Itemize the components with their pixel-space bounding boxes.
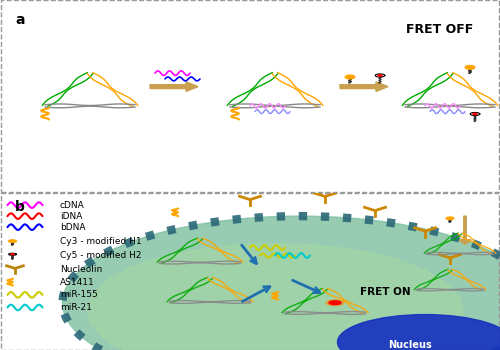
- Text: miR-21: miR-21: [60, 303, 92, 312]
- FancyBboxPatch shape: [0, 0, 500, 194]
- Text: miR-155: miR-155: [60, 290, 98, 299]
- Text: a: a: [15, 14, 24, 28]
- Text: Nucleolin: Nucleolin: [60, 265, 102, 274]
- Ellipse shape: [62, 216, 500, 350]
- Circle shape: [326, 300, 344, 306]
- Text: AS1411: AS1411: [60, 278, 95, 287]
- Circle shape: [378, 75, 382, 76]
- FancyArrow shape: [340, 82, 388, 91]
- Text: cDNA: cDNA: [60, 201, 85, 210]
- Circle shape: [329, 301, 341, 304]
- Circle shape: [446, 217, 454, 219]
- Circle shape: [8, 240, 16, 242]
- Circle shape: [465, 65, 475, 69]
- Text: b: b: [15, 200, 25, 214]
- FancyArrow shape: [150, 82, 198, 91]
- Ellipse shape: [88, 244, 462, 350]
- Text: Cy3 - modified H1: Cy3 - modified H1: [60, 237, 142, 246]
- Text: Cy5 - modified H2: Cy5 - modified H2: [60, 251, 142, 260]
- Circle shape: [473, 113, 477, 115]
- Text: Nucleus: Nucleus: [388, 340, 432, 350]
- Circle shape: [345, 75, 355, 79]
- Text: bDNA: bDNA: [60, 223, 86, 232]
- Circle shape: [11, 254, 14, 255]
- Text: FRET ON: FRET ON: [360, 287, 410, 297]
- Text: iDNA: iDNA: [60, 212, 82, 220]
- Text: FRET OFF: FRET OFF: [406, 23, 474, 36]
- Ellipse shape: [338, 315, 500, 350]
- FancyArrow shape: [459, 216, 471, 244]
